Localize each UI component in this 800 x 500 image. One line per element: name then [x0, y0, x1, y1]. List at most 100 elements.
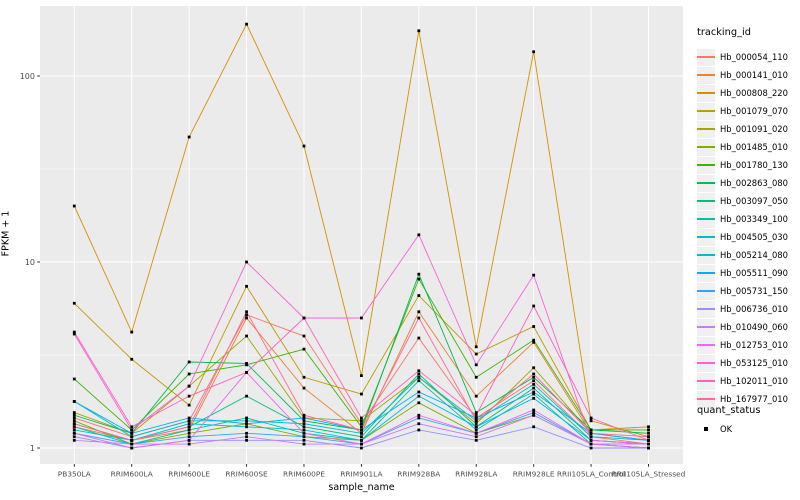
x-tick-label: RRIM928BA — [397, 470, 440, 479]
data-point — [187, 416, 191, 420]
legend-key — [697, 228, 715, 246]
legend-item-label: Hb_002863_080 — [720, 178, 788, 188]
data-point — [532, 375, 536, 379]
legend-key — [697, 372, 715, 390]
data-point — [474, 394, 478, 398]
plot-area: 1 10 100 PB350LA RRIM600LA RRIM600LE RRIM600SE… — [20, 6, 686, 479]
x-tick-label: PB350LA — [58, 470, 91, 479]
data-point — [130, 425, 134, 429]
data-point — [532, 408, 536, 412]
data-point — [647, 438, 650, 442]
legend-line-icon — [697, 164, 715, 166]
legend-key — [697, 264, 715, 282]
legend-item-Hb_003097_050: Hb_003097_050 — [697, 192, 788, 210]
data-point — [474, 345, 478, 349]
data-point — [187, 135, 191, 139]
data-point — [532, 413, 536, 417]
data-point — [302, 431, 306, 435]
data-point — [72, 422, 76, 426]
data-point — [245, 316, 248, 320]
data-point — [360, 392, 363, 396]
legend-panel: tracking_id Hb_000054_110 Hb_000141_010 Hb… — [690, 0, 800, 500]
data-point — [245, 22, 248, 26]
legend-line-icon — [697, 146, 715, 148]
data-point — [532, 392, 536, 396]
data-point — [589, 435, 593, 439]
data-point — [647, 425, 650, 429]
legend-line-icon — [697, 182, 715, 184]
data-point — [474, 422, 478, 426]
data-point — [417, 294, 421, 297]
data-point — [245, 416, 248, 420]
data-point — [417, 379, 421, 383]
legend-item-label: OK — [720, 424, 733, 434]
legend-item-Hb_001079_070: Hb_001079_070 — [697, 102, 788, 120]
data-point — [72, 413, 76, 417]
legend-item-label: Hb_000141_010 — [720, 70, 788, 80]
legend-item-Hb_006736_010: Hb_006736_010 — [697, 300, 788, 318]
data-point — [647, 428, 650, 432]
legend-item-Hb_005214_080: Hb_005214_080 — [697, 246, 788, 264]
data-point — [417, 310, 421, 314]
data-point — [647, 446, 650, 450]
legend-key — [697, 120, 715, 138]
legend-line-icon — [697, 200, 715, 202]
data-point — [417, 316, 421, 320]
legend-item-Hb_000054_110: Hb_000054_110 — [697, 48, 788, 66]
data-point — [647, 435, 650, 439]
data-point — [245, 313, 248, 317]
legend-key — [697, 300, 715, 318]
data-point — [72, 377, 76, 381]
legend-key — [697, 192, 715, 210]
data-point — [130, 431, 134, 435]
legend-key — [697, 354, 715, 372]
data-point — [72, 425, 76, 429]
legend-item-Hb_001780_130: Hb_001780_130 — [697, 156, 788, 174]
data-point — [532, 372, 536, 376]
data-point — [589, 419, 593, 423]
legend-line-icon — [697, 92, 715, 94]
data-point — [302, 413, 306, 417]
data-point — [474, 411, 478, 414]
legend-key — [697, 282, 715, 300]
data-point — [187, 360, 191, 364]
data-point — [302, 347, 306, 351]
data-point — [474, 352, 478, 356]
legend-item-label: Hb_001079_070 — [720, 106, 788, 116]
data-point — [360, 446, 363, 450]
data-point — [417, 336, 421, 340]
data-point — [302, 316, 306, 320]
data-point — [187, 431, 191, 435]
legend-key — [697, 174, 715, 192]
data-point — [245, 310, 248, 314]
data-point — [589, 446, 593, 450]
legend-item-Hb_000808_220: Hb_000808_220 — [697, 84, 788, 102]
legend-line-icon — [697, 236, 715, 238]
legend-item-Hb_053125_010: Hb_053125_010 — [697, 354, 788, 372]
data-point — [302, 442, 306, 446]
data-point — [245, 394, 248, 398]
legend-key — [697, 336, 715, 354]
data-point — [474, 413, 478, 417]
legend-item-label: Hb_001485_010 — [720, 142, 788, 152]
data-point — [130, 357, 134, 361]
data-point — [302, 144, 306, 148]
legend-line-icon — [697, 128, 715, 130]
legend-line-icon — [697, 398, 715, 400]
legend-item-label: Hb_000054_110 — [720, 52, 788, 62]
data-point — [532, 50, 536, 54]
data-point — [245, 431, 248, 435]
legend-line-icon — [697, 308, 715, 310]
legend-key — [697, 390, 715, 408]
legend-line-icon — [697, 362, 715, 364]
legend-title-quant-status: quant_status — [697, 405, 761, 416]
data-point — [417, 401, 421, 405]
quant-ok-key — [697, 420, 715, 438]
data-point — [245, 284, 248, 288]
data-point — [474, 435, 478, 439]
data-point — [245, 260, 248, 264]
x-tick-label: RRII105LA_Control — [557, 470, 626, 479]
legend-line-icon — [697, 218, 715, 220]
legend-item-label: Hb_005511_090 — [720, 268, 788, 278]
